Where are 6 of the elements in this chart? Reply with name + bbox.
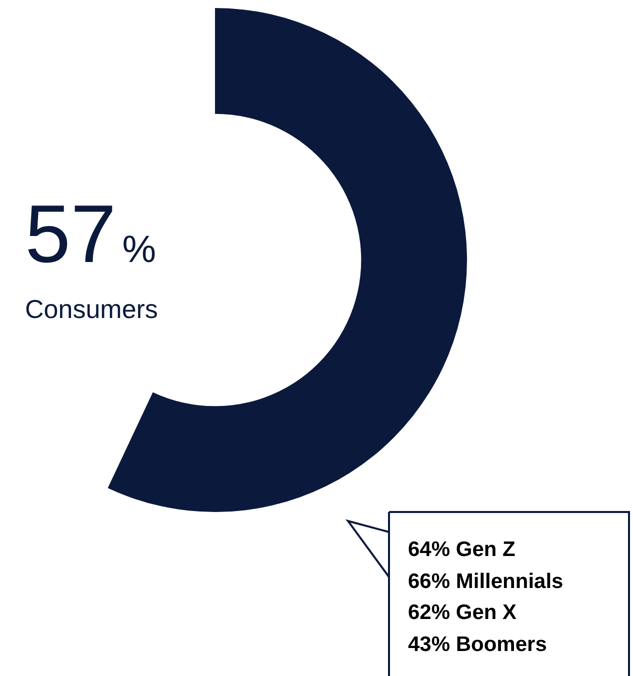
text: 62% Gen X [408, 600, 518, 626]
text: 64% Gen Z [408, 537, 516, 563]
text: 57% [25, 189, 156, 280]
text: 43% Boomers [408, 632, 548, 658]
text: Consumers [25, 294, 158, 324]
text: 66% Millennials [408, 568, 564, 594]
